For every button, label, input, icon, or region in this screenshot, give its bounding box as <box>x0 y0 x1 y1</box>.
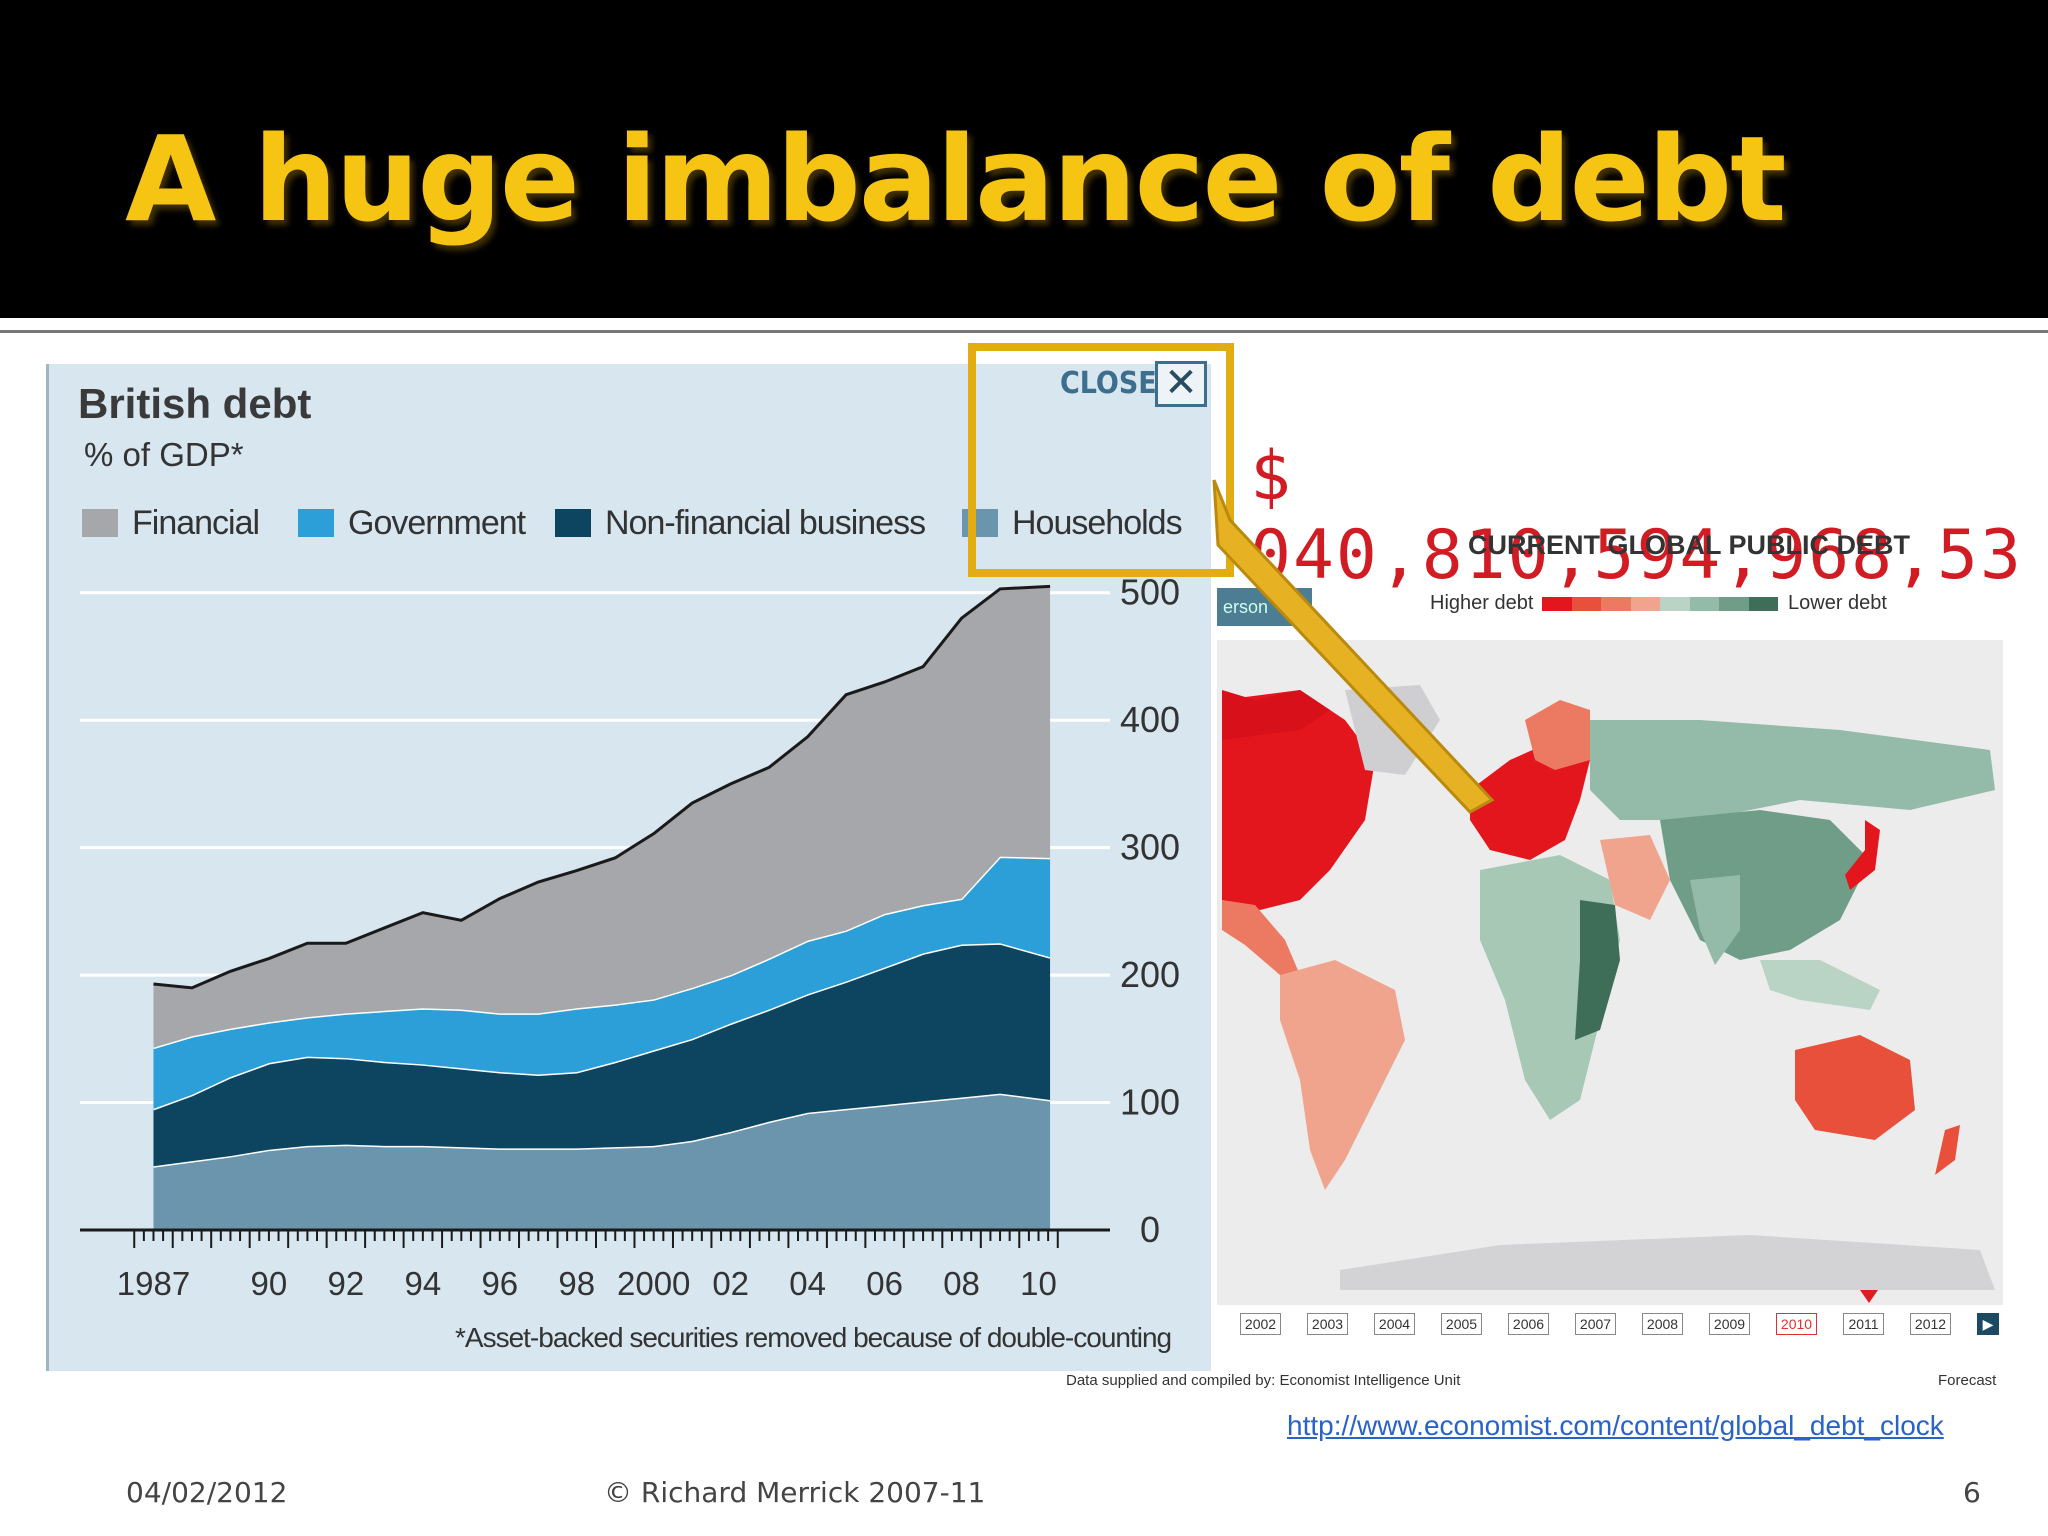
scale-label-low: Lower debt <box>1788 592 1887 614</box>
y-tick-label: 300 <box>1120 827 1180 868</box>
y-tick-label: 500 <box>1120 572 1180 613</box>
scale-label-high: Higher debt <box>1430 592 1534 614</box>
year-2007[interactable]: 2007 <box>1575 1313 1616 1335</box>
scale-step <box>1719 597 1749 611</box>
scale-step <box>1630 597 1660 611</box>
legend-item-households: Households <box>962 503 1183 543</box>
scale-step <box>1689 597 1719 611</box>
area-government <box>153 856 1051 1109</box>
legend-label-non-financial: Non-financial business <box>605 503 926 542</box>
area-households <box>153 1093 1051 1230</box>
x-tick-label: 08 <box>943 1265 980 1302</box>
chart-areas <box>152 584 1051 1230</box>
map-north-america <box>1222 690 1375 910</box>
map-africa-east <box>1575 900 1620 1040</box>
footer-page-number: 6 <box>1963 1476 1981 1509</box>
world-map <box>1222 685 1995 1290</box>
source-link[interactable]: http://www.economist.com/content/global_… <box>1287 1410 1944 1441</box>
debt-clock-caption: CURRENT GLOBAL PUBLIC DEBT <box>1468 530 1910 560</box>
year-2005[interactable]: 2005 <box>1441 1313 1482 1335</box>
y-tick-label: 0 <box>1140 1209 1160 1250</box>
legend-item-non-financial: Non-financial business <box>555 503 926 543</box>
x-tick-label: 96 <box>481 1265 518 1302</box>
year-2002[interactable]: 2002 <box>1240 1313 1281 1335</box>
map-new-zealand <box>1935 1125 1960 1175</box>
debt-color-scale <box>1542 597 1778 611</box>
callout-frame <box>968 343 1234 577</box>
map-japan <box>1845 820 1880 890</box>
chart-footnote: *Asset-backed securities removed because… <box>455 1322 1172 1353</box>
source-note: Data supplied and compiled by: Economist… <box>1066 1372 1461 1389</box>
slide-title: A huge imbalance of debt <box>125 110 1786 248</box>
area-financial <box>153 586 1051 1048</box>
year-2008[interactable]: 2008 <box>1642 1313 1683 1335</box>
chart-subtitle: % of GDP* <box>84 436 244 473</box>
year-2006[interactable]: 2006 <box>1508 1313 1549 1335</box>
x-tick-label: 2000 <box>617 1265 690 1302</box>
x-tick-label: 1987 <box>117 1265 190 1302</box>
x-tick-label: 06 <box>866 1265 903 1302</box>
map-central-america <box>1222 900 1300 975</box>
map-europe <box>1470 740 1590 860</box>
map-southeast-asia <box>1760 960 1880 1010</box>
callout-arrow <box>968 343 1495 814</box>
legend-swatch-government <box>298 509 334 537</box>
year-2012[interactable]: 2012 <box>1910 1313 1951 1335</box>
scale-step <box>1748 597 1778 611</box>
x-tick-label: 02 <box>712 1265 749 1302</box>
scale-step <box>1542 597 1572 611</box>
legend-label-government: Government <box>348 503 526 542</box>
map-south-america <box>1280 960 1405 1190</box>
scale-step <box>1601 597 1631 611</box>
x-tick-label: 94 <box>404 1265 441 1302</box>
title-bar <box>0 0 2048 318</box>
series-line-financial <box>153 584 1051 990</box>
x-tick-label: 10 <box>1020 1265 1057 1302</box>
x-icon[interactable]: ✕ <box>1155 361 1207 407</box>
scale-step <box>1571 597 1601 611</box>
series-line-government <box>153 855 1051 1050</box>
title-divider <box>0 330 2048 333</box>
footer-date: 04/02/2012 <box>126 1476 288 1509</box>
forecast-note: Forecast <box>1938 1372 1997 1389</box>
x-tick-label: 92 <box>328 1265 365 1302</box>
chart-title: British debt <box>78 380 312 427</box>
y-tick-label: 100 <box>1120 1082 1180 1123</box>
debt-clock-value: $ 040,810,594,968,53 <box>1250 437 2023 595</box>
year-2011[interactable]: 2011 <box>1843 1313 1884 1335</box>
legend-item-financial: Financial <box>82 503 260 543</box>
x-tick-label: 04 <box>789 1265 826 1302</box>
legend-swatch-financial <box>82 509 118 537</box>
y-tick-label: 400 <box>1120 699 1180 740</box>
area-non-financial-business <box>153 943 1051 1167</box>
legend-item-government: Government <box>298 503 526 543</box>
year-2003[interactable]: 2003 <box>1307 1313 1348 1335</box>
y-tick-label: 200 <box>1120 954 1180 995</box>
x-tick-label: 98 <box>558 1265 595 1302</box>
year-timeline: 2002 2003 2004 2005 2006 2007 2008 2009 … <box>1240 1313 1999 1335</box>
map-russia <box>1590 720 1995 820</box>
current-year-marker <box>1858 1287 1880 1303</box>
legend-swatch-non-financial <box>555 509 591 537</box>
x-tick-label: 90 <box>251 1265 288 1302</box>
map-australia <box>1795 1035 1915 1140</box>
legend-label-financial: Financial <box>132 503 260 542</box>
map-canada-north <box>1222 690 1330 740</box>
year-2004[interactable]: 2004 <box>1374 1313 1415 1335</box>
scale-step <box>1660 597 1690 611</box>
footer-copyright: © Richard Merrick 2007-11 <box>604 1476 986 1509</box>
map-antarctica <box>1340 1235 1995 1290</box>
map-middle-east <box>1600 835 1670 920</box>
play-icon[interactable]: ▶ <box>1977 1313 1999 1335</box>
callout-pointer <box>1212 479 1495 814</box>
map-india <box>1690 875 1740 965</box>
close-label[interactable]: CLOSE <box>1060 366 1157 401</box>
map-scandinavia <box>1525 700 1590 770</box>
chart-axes: 1987 90 92 94 96 98 2000 02 04 06 08 10500400300200… <box>80 572 1180 1302</box>
legend-label-households: Households <box>1012 503 1183 542</box>
year-2009[interactable]: 2009 <box>1709 1313 1750 1335</box>
year-2010[interactable]: 2010 <box>1776 1313 1817 1335</box>
